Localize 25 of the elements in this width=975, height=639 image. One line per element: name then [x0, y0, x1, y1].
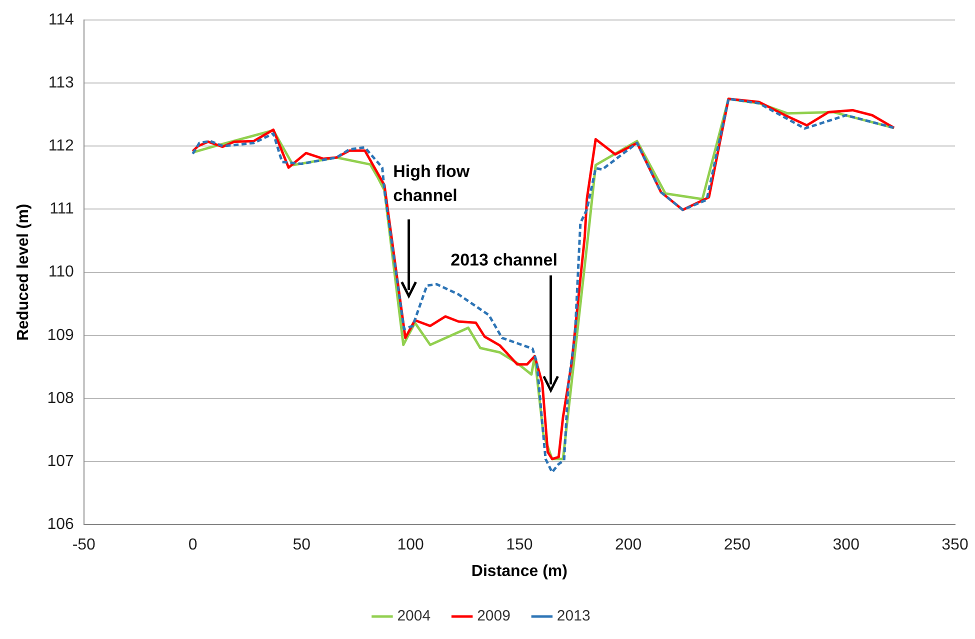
- x-axis-title: Distance (m): [471, 562, 568, 580]
- x-tick-label: 200: [614, 536, 642, 554]
- legend-label: 2004: [397, 608, 431, 625]
- y-axis-title: Reduced level (m): [15, 204, 32, 341]
- x-tick-label: 100: [397, 536, 424, 554]
- x-tick-label: 300: [832, 536, 860, 554]
- legend-label: 2009: [477, 608, 510, 625]
- x-tick-label: 350: [942, 536, 968, 554]
- x-tick-label: -50: [72, 536, 96, 554]
- annotation: 2013 channel: [450, 250, 558, 270]
- legend-label: 2013: [556, 608, 590, 625]
- y-tick-label: 112: [48, 138, 74, 155]
- y-tick-label: 108: [47, 390, 74, 407]
- annotation: High flow channel: [393, 162, 470, 205]
- y-tick-label: 111: [50, 200, 74, 218]
- y-tick-label: 114: [48, 11, 74, 28]
- x-tick-label: 0: [188, 536, 198, 554]
- y-tick-label: 106: [47, 516, 74, 534]
- x-tick-label: 250: [724, 536, 751, 554]
- y-tick-label: 109: [47, 326, 74, 344]
- y-tick-label: 110: [48, 264, 74, 281]
- y-tick-label: 113: [48, 74, 74, 92]
- y-tick-label: 107: [47, 452, 74, 470]
- x-tick-label: 150: [506, 536, 533, 554]
- x-tick-label: 50: [292, 536, 311, 554]
